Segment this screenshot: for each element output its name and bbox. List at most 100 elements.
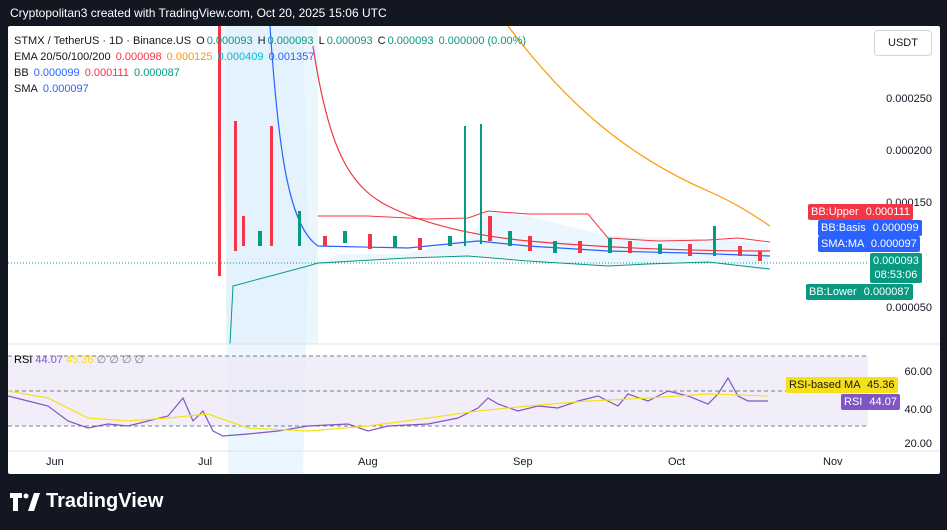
time-axis-label: Oct	[668, 456, 686, 468]
rsi-ma-badge: RSI-based MA 45.36	[786, 377, 898, 393]
time-axis-label: Sep	[513, 456, 533, 468]
ema100-value: 0.000409	[217, 51, 264, 63]
candle	[464, 126, 466, 246]
ema50-value: 0.000125	[166, 51, 213, 63]
candle	[688, 244, 692, 256]
ohlc-h-label: H	[257, 35, 266, 47]
bb-lower-value: 0.000087	[134, 67, 180, 79]
candle	[218, 26, 221, 276]
candle	[608, 238, 612, 253]
bb-upper-badge-value: 0.000111	[865, 206, 911, 218]
rsi-ma-value: 45.36	[66, 354, 94, 366]
rsi-axis-label: 20.00	[904, 438, 932, 450]
time-axis-label: Jun	[46, 456, 64, 468]
rsi-badge-label: RSI	[844, 396, 863, 408]
last-price-badge: 0.000093 08:53:06	[870, 253, 922, 283]
bar-countdown: 08:53:06	[874, 269, 918, 281]
symbol-legend[interactable]: STMX / TetherUS · 1D · Binance.US O 0.000…	[14, 35, 528, 47]
candle	[368, 234, 372, 249]
bb-lower-badge: BB:Lower 0.000087	[806, 284, 913, 300]
ema200-value: 0.001357	[268, 51, 315, 63]
sma-ma-badge-label: SMA:MA	[821, 238, 864, 250]
candle	[578, 241, 582, 253]
rsi-ma-line	[8, 390, 769, 432]
bb-upper-value: 0.000111	[84, 67, 129, 79]
chart-panel[interactable]: STMX / TetherUS · 1D · Binance.US O 0.000…	[8, 26, 940, 474]
bb-upper-badge-label: BB:Upper	[811, 206, 859, 218]
candle	[298, 211, 301, 246]
candle	[628, 241, 632, 253]
symbol-name[interactable]: STMX / TetherUS · 1D · Binance.US	[14, 35, 192, 47]
ema-legend[interactable]: EMA 20/50/100/200 0.000098 0.000125 0.00…	[14, 51, 316, 63]
tradingview-logo-icon	[10, 492, 40, 511]
chart-credit: Cryptopolitan3 created with TradingView.…	[10, 6, 387, 20]
candle	[448, 236, 452, 246]
sma-ma-badge: SMA:MA 0.000097	[818, 236, 920, 252]
bb-upper-badge: BB:Upper 0.000111	[808, 204, 914, 220]
ohlc-h: 0.000093	[267, 35, 314, 47]
ema-label: EMA 20/50/100/200	[14, 51, 111, 63]
candle	[270, 126, 273, 246]
candle	[480, 124, 482, 244]
bb-basis-value: 0.000099	[33, 67, 80, 79]
candlesticks	[218, 26, 762, 276]
currency-button[interactable]: USDT	[874, 30, 932, 56]
ohlc-o-label: O	[196, 35, 205, 47]
sma-label: SMA	[14, 83, 38, 95]
rsi-line	[8, 376, 768, 437]
time-axis-label: Aug	[358, 456, 378, 468]
candle	[528, 236, 532, 251]
tradingview-logo[interactable]: TradingView	[10, 490, 163, 513]
ohlc-c: 0.000093	[387, 35, 434, 47]
ema50-line	[507, 26, 771, 227]
rsi-ma-badge-value: 45.36	[866, 379, 895, 391]
last-price-value: 0.000093	[873, 255, 919, 267]
time-axis-label: Jul	[198, 456, 213, 468]
bb-basis-badge: BB:Basis 0.000099	[818, 220, 922, 236]
ohlc-change: 0.000000 (0.00%)	[438, 35, 527, 47]
candle	[488, 216, 492, 241]
candle	[258, 231, 262, 246]
candle	[658, 244, 662, 254]
rsi-extra: ∅ ∅ ∅ ∅	[96, 354, 145, 366]
bb-basis-badge-value: 0.000099	[872, 222, 919, 234]
candle	[553, 241, 557, 253]
ohlc-o: 0.000093	[206, 35, 253, 47]
price-axis-label: 0.000200	[886, 145, 932, 157]
price-chart[interactable]	[8, 26, 940, 474]
rsi-badge-value: 44.07	[869, 396, 897, 408]
candle	[713, 226, 716, 256]
price-axis-label: 0.000250	[886, 93, 932, 105]
bb-basis-line	[269, 26, 771, 257]
rsi-value: 44.07	[35, 354, 63, 366]
time-axis-label: Nov	[823, 456, 843, 468]
rsi-axis-label: 40.00	[904, 404, 932, 416]
sma-value: 0.000097	[42, 83, 89, 95]
rsi-badge: RSI 44.07	[841, 394, 900, 410]
candle	[323, 236, 327, 246]
candle	[234, 121, 237, 251]
candle	[508, 231, 512, 246]
ohlc-l: 0.000093	[326, 35, 373, 47]
rsi-ma-badge-label: RSI-based MA	[789, 379, 860, 391]
bb-label: BB	[14, 67, 29, 79]
candle	[418, 238, 422, 250]
bb-legend[interactable]: BB 0.000099 0.000111 0.000087	[14, 67, 182, 79]
brand-name: TradingView	[46, 490, 164, 512]
sma-ma-badge-value: 0.000097	[870, 238, 917, 250]
ohlc-c-label: C	[377, 35, 386, 47]
ema20-value: 0.000098	[115, 51, 162, 63]
candle	[758, 251, 762, 261]
bb-lower-badge-value: 0.000087	[863, 286, 910, 298]
candle	[343, 231, 347, 243]
candle	[242, 216, 245, 246]
candle	[393, 236, 397, 248]
rsi-legend[interactable]: RSI 44.07 45.36 ∅ ∅ ∅ ∅	[14, 353, 144, 366]
bb-lower-badge-label: BB:Lower	[809, 286, 857, 298]
price-axis-label: 0.000050	[886, 302, 932, 314]
bb-basis-badge-label: BB:Basis	[821, 222, 866, 234]
ohlc-l-label: L	[318, 35, 325, 47]
sma-legend[interactable]: SMA 0.000097	[14, 83, 91, 95]
candle	[738, 246, 742, 256]
rsi-axis-label: 60.00	[904, 366, 932, 378]
